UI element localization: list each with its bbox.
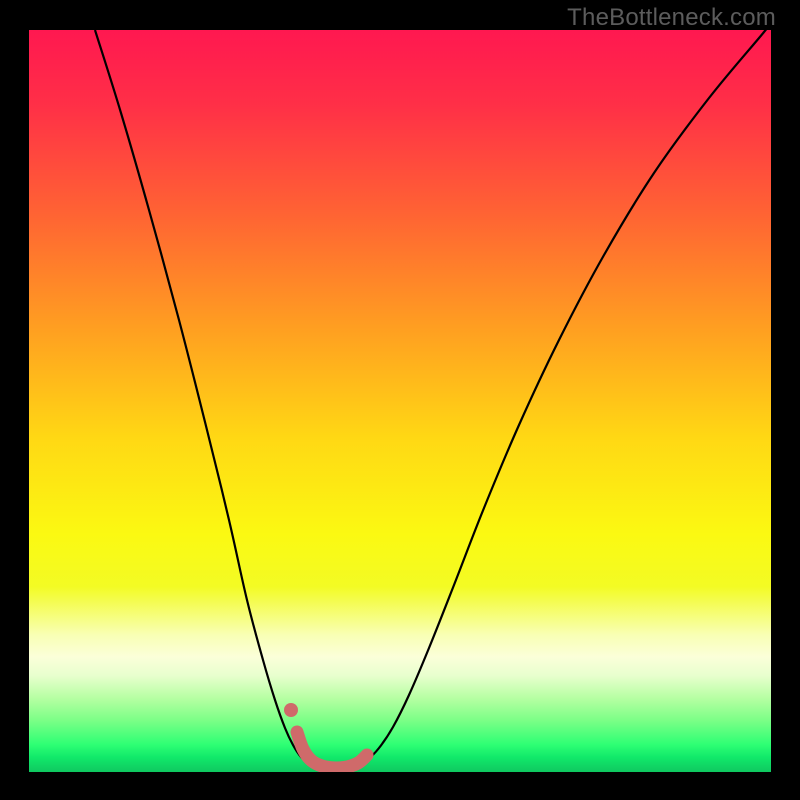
- bottleneck-chart: [0, 0, 800, 800]
- watermark-label: TheBottleneck.com: [567, 4, 776, 31]
- highlight-dot: [284, 703, 298, 717]
- watermark-text: TheBottleneck.com: [567, 4, 776, 32]
- optimal-range-markers: [284, 703, 298, 717]
- plot-background: [29, 30, 771, 772]
